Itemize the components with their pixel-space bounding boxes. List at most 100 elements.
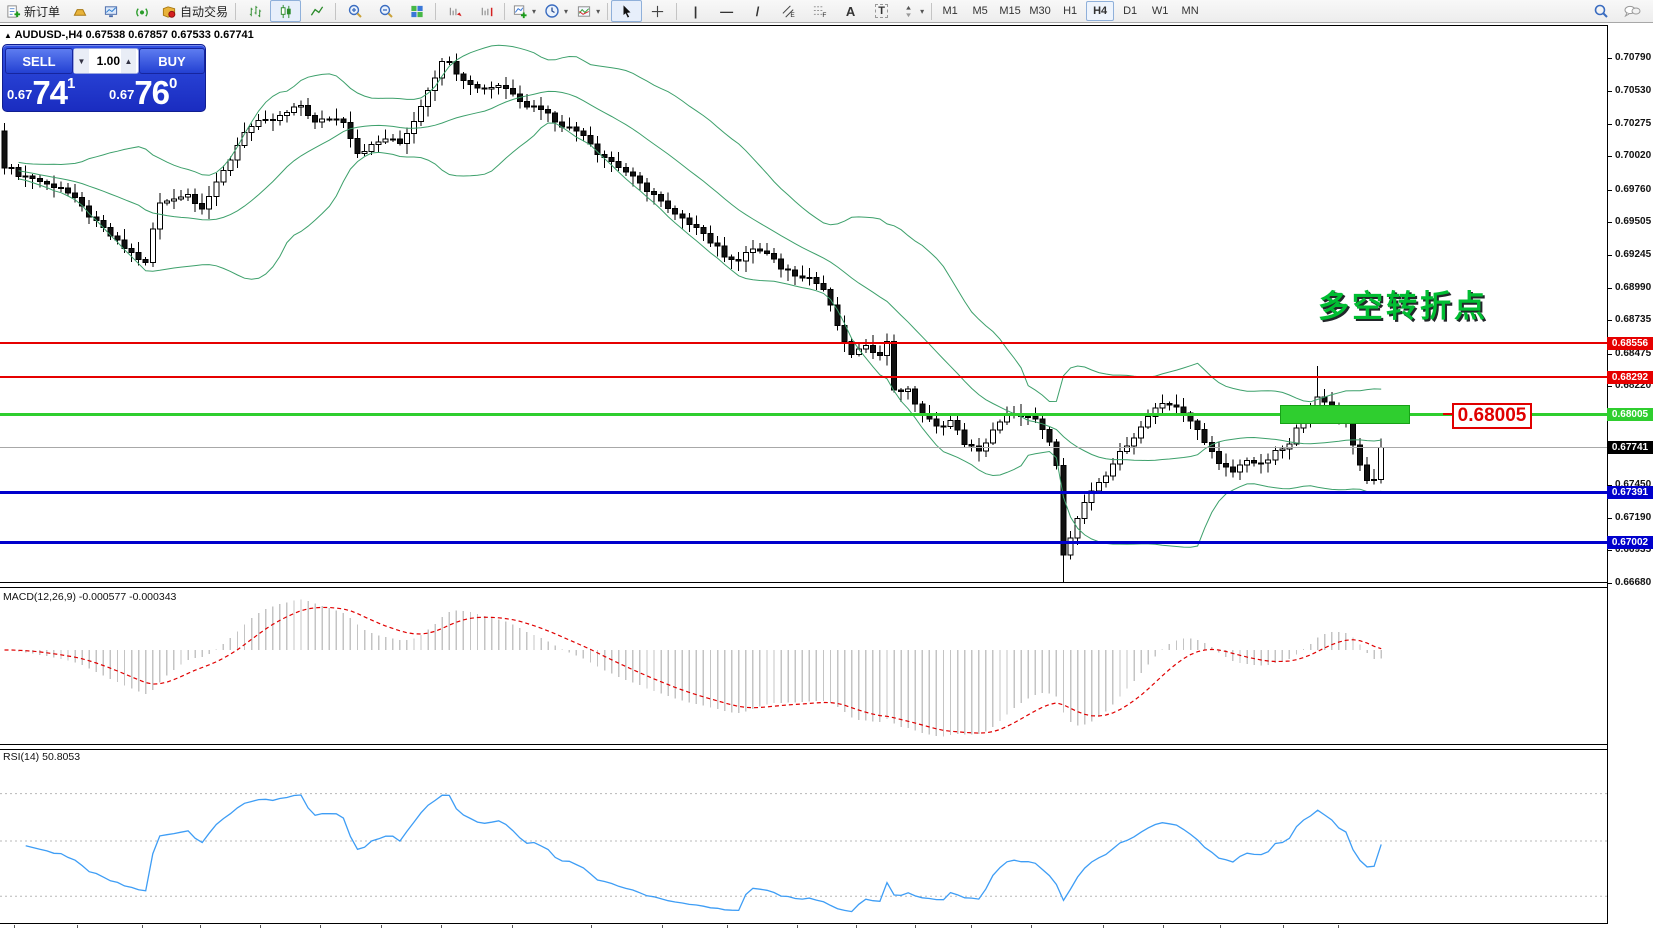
equidistant-channel-icon: E <box>782 5 795 19</box>
date-tick-mark <box>591 925 592 928</box>
date-tick-mark <box>320 925 321 928</box>
arrows-dropdown[interactable]: ▾ <box>897 0 928 22</box>
date-tick-mark <box>200 925 201 928</box>
price-tick-label: 0.70530 <box>1615 85 1652 96</box>
horizontal-line-tool-button[interactable]: — <box>711 0 742 22</box>
text-label-tool-button[interactable]: T <box>866 0 897 22</box>
text-tool-button[interactable]: A <box>835 0 866 22</box>
chat-button[interactable] <box>1616 0 1647 22</box>
auto-trading-label: 自动交易 <box>180 4 229 19</box>
search-icon <box>1594 4 1608 18</box>
volume-input[interactable] <box>89 49 121 73</box>
zoom-out-button[interactable] <box>370 0 401 22</box>
buy-price-pip: 0 <box>169 75 178 92</box>
auto-scroll-button[interactable] <box>439 0 470 22</box>
bar-chart-button[interactable] <box>239 0 270 22</box>
rsi-name: RSI(14) <box>3 751 40 763</box>
crosshair-tool-button[interactable] <box>642 0 673 22</box>
toolbar-separator <box>676 2 678 20</box>
caret-down-icon: ▾ <box>532 6 537 16</box>
horizontal-line-0.68556[interactable] <box>0 342 1607 344</box>
date-tick-mark <box>797 925 798 928</box>
sell-price[interactable]: 0.67 74 1 <box>7 74 103 109</box>
timeframe-button-w1[interactable]: W1 <box>1151 5 1169 17</box>
line-chart-icon <box>310 5 323 16</box>
price-tick-label: 0.66680 <box>1615 577 1652 588</box>
buy-button[interactable]: BUY <box>139 48 205 74</box>
new-order-button[interactable]: 新订单 <box>2 0 64 22</box>
toolbar-separator <box>504 2 506 20</box>
price-badge-0.67741: 0.67741 <box>1607 441 1653 454</box>
search-button[interactable] <box>1585 0 1616 22</box>
timeframe-button-m5[interactable]: M5 <box>972 5 988 17</box>
gold-bar-button[interactable] <box>64 0 95 22</box>
horizontal-line-0.67391[interactable] <box>0 491 1607 494</box>
date-axis[interactable] <box>0 925 1607 949</box>
timeframe-button-m30[interactable]: M30 <box>1029 5 1051 17</box>
timeframe-button-m15[interactable]: M15 <box>999 5 1021 17</box>
timeframe-button-m1[interactable]: M1 <box>942 5 958 17</box>
date-tick-mark <box>1338 925 1339 928</box>
zoom-in-icon <box>348 4 362 18</box>
price-badge-0.68556: 0.68556 <box>1607 337 1653 350</box>
price-label-object[interactable]: 0.68005 <box>1452 403 1532 429</box>
rsi-line <box>25 794 1382 913</box>
timeframes-dropdown[interactable]: ▾ <box>540 0 572 22</box>
template-icon <box>577 5 591 17</box>
date-tick-mark <box>1163 925 1164 928</box>
auto-trading-button[interactable]: 自动交易 <box>157 0 232 22</box>
price-tick-mark <box>1607 386 1612 387</box>
line-chart-button[interactable] <box>301 0 332 22</box>
new-chart-dropdown[interactable]: ▾ <box>508 0 540 22</box>
vertical-line-icon: | <box>693 3 698 19</box>
vertical-line-tool-button[interactable]: | <box>680 0 711 22</box>
new-order-label: 新订单 <box>24 4 61 19</box>
spinner-down-icon: ▼ <box>77 56 86 66</box>
price-tick-mark <box>1607 255 1612 256</box>
templates-dropdown[interactable]: ▾ <box>572 0 604 22</box>
plot-top-border <box>0 25 1607 26</box>
timeframe-button-h4[interactable]: H4 <box>1086 1 1115 21</box>
sell-button[interactable]: SELL <box>5 48 73 74</box>
text-icon: A <box>845 3 856 19</box>
macd-signal-line <box>4 606 1382 734</box>
trendline-icon: / <box>755 3 760 19</box>
current-price-line <box>0 447 1607 448</box>
timeframe-button-mn[interactable]: MN <box>1181 5 1199 17</box>
zoom-out-icon <box>379 4 393 18</box>
terminal-button[interactable] <box>95 0 126 22</box>
channel-tool-button[interactable]: E <box>773 0 804 22</box>
horizontal-line-0.68292[interactable] <box>0 376 1607 378</box>
price-tick-label: 0.70020 <box>1615 150 1652 161</box>
candlestick-chart-button[interactable] <box>270 0 302 22</box>
horizontal-line-0.67002[interactable] <box>0 541 1607 544</box>
trendline-tool-button[interactable]: / <box>742 0 773 22</box>
chart-shift-button[interactable] <box>470 0 501 22</box>
rsi-pane-separator[interactable] <box>0 744 1607 750</box>
arrow-objects-icon <box>906 5 911 17</box>
signal-icon <box>135 7 148 17</box>
tile-windows-icon <box>410 5 423 17</box>
timeframe-button-d1[interactable]: D1 <box>1123 5 1138 17</box>
tile-windows-button[interactable] <box>401 0 432 22</box>
macd-pane-separator[interactable] <box>0 582 1607 588</box>
fibonacci-tool-button[interactable]: F <box>804 0 835 22</box>
signal-button[interactable] <box>126 0 157 22</box>
volume-decrease-button[interactable]: ▼ <box>74 49 89 73</box>
highlight-rectangle-object[interactable] <box>1280 405 1410 424</box>
horizontal-line-0.68005[interactable] <box>0 413 1607 416</box>
zoom-in-button[interactable] <box>339 0 370 22</box>
panel-collapse-arrow-icon[interactable]: ▲ <box>4 31 12 40</box>
bollinger-upper-band <box>18 44 1382 403</box>
date-tick-mark <box>441 925 442 928</box>
annotation-text[interactable]: 多空转折点 <box>1318 289 1488 324</box>
price-scale[interactable] <box>1608 25 1653 923</box>
toolbar-separator <box>235 2 237 20</box>
price-tick-label: 0.66935 <box>1615 544 1652 555</box>
buy-price[interactable]: 0.67 76 0 <box>109 74 201 109</box>
timeframe-button-h1[interactable]: H1 <box>1063 5 1078 17</box>
cursor-tool-button[interactable] <box>611 0 643 22</box>
volume-increase-button[interactable]: ▲ <box>121 49 136 73</box>
price-badge-0.67391: 0.67391 <box>1607 486 1653 499</box>
